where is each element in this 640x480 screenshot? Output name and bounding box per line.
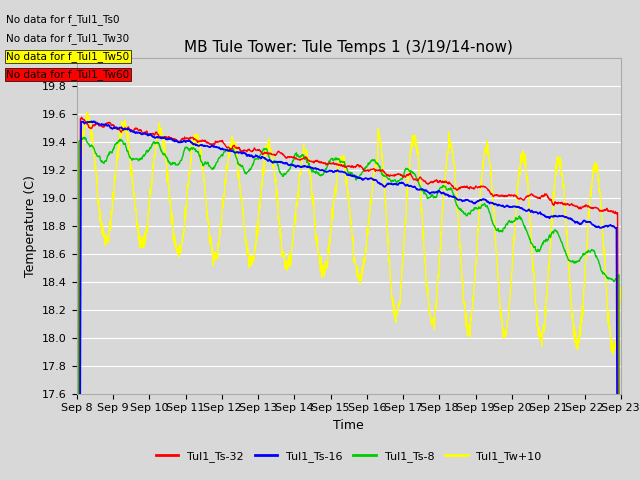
Text: No data for f_Tul1_Tw60: No data for f_Tul1_Tw60 bbox=[6, 69, 129, 80]
Y-axis label: Temperature (C): Temperature (C) bbox=[24, 175, 36, 276]
Text: No data for f_Tul1_Ts0: No data for f_Tul1_Ts0 bbox=[6, 14, 120, 25]
Text: No data for f_Tul1_Tw50: No data for f_Tul1_Tw50 bbox=[6, 51, 129, 62]
Legend: Tul1_Ts-32, Tul1_Ts-16, Tul1_Ts-8, Tul1_Tw+10: Tul1_Ts-32, Tul1_Ts-16, Tul1_Ts-8, Tul1_… bbox=[152, 446, 546, 466]
X-axis label: Time: Time bbox=[333, 419, 364, 432]
Title: MB Tule Tower: Tule Temps 1 (3/19/14-now): MB Tule Tower: Tule Temps 1 (3/19/14-now… bbox=[184, 40, 513, 55]
Text: No data for f_Tul1_Tw30: No data for f_Tul1_Tw30 bbox=[6, 33, 129, 44]
